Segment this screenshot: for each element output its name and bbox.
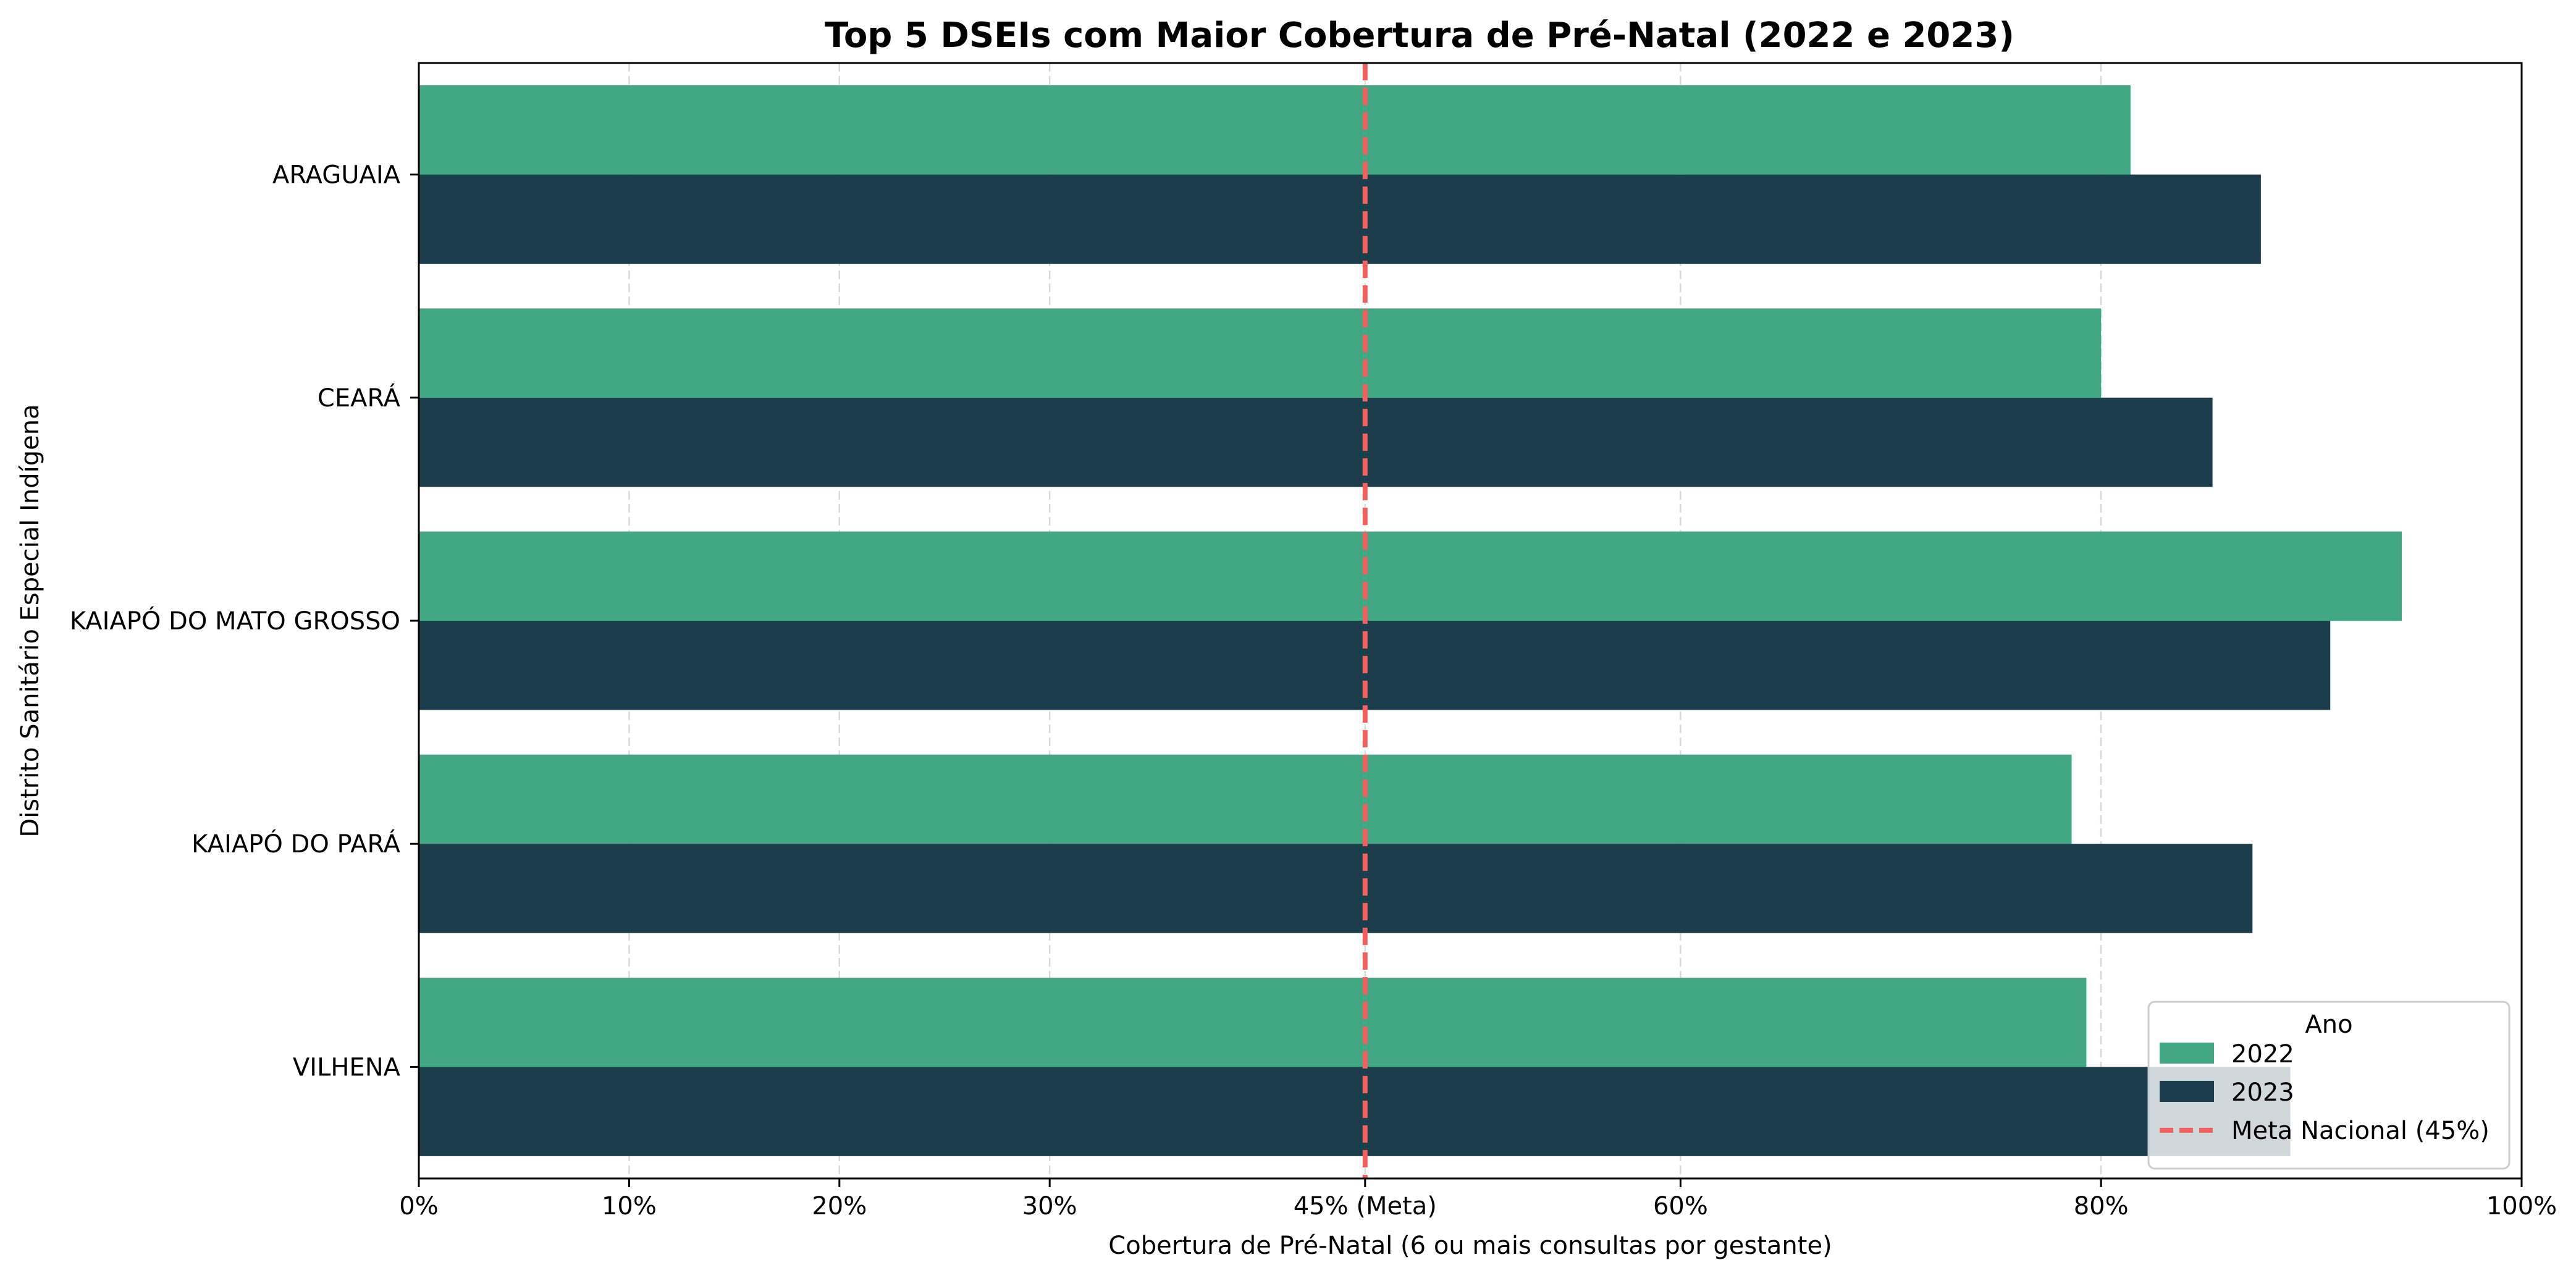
x-tick-label: 60%: [1653, 1192, 1708, 1220]
bar-2022-5: [419, 977, 2087, 1067]
legend-label-2023: 2023: [2231, 1078, 2294, 1107]
bar-2023-4: [419, 844, 2253, 933]
bar-2022-3: [419, 531, 2402, 621]
x-tick-label: 30%: [1022, 1192, 1077, 1220]
x-tick-label: 80%: [2074, 1192, 2129, 1220]
bar-2023-2: [419, 397, 2213, 487]
chart-title: Top 5 DSEIs com Maior Cobertura de Pré-N…: [825, 15, 2014, 56]
bar-2022-4: [419, 754, 2072, 844]
legend-title: Ano: [2305, 1010, 2352, 1039]
x-tick-label: 10%: [602, 1192, 657, 1220]
y-tick-label: VILHENA: [293, 1053, 401, 1082]
legend-swatch-2022: [2160, 1043, 2214, 1064]
y-tick-label: KAIAPÓ DO MATO GROSSO: [70, 606, 400, 636]
legend-box: [2147, 1001, 2511, 1170]
x-tick-label: 100%: [2486, 1192, 2557, 1220]
x-tick-label: 20%: [812, 1192, 867, 1220]
legend-swatch-2023: [2160, 1081, 2214, 1102]
x-tick-label: 45% (Meta): [1294, 1192, 1437, 1220]
x-axis-label: Cobertura de Pré-Natal (6 ou mais consul…: [1108, 1232, 1832, 1260]
y-tick-label: CEARÁ: [318, 383, 401, 413]
y-tick-label: KAIAPÓ DO PARÁ: [192, 829, 400, 859]
legend-label-2022: 2022: [2231, 1040, 2294, 1069]
bar-2022-1: [419, 85, 2131, 175]
bar-2023-5: [419, 1067, 2291, 1156]
y-tick-label: ARAGUAIA: [272, 161, 401, 190]
y-axis-label: Distrito Sanitário Especial Indígena: [16, 404, 44, 837]
legend-label-meta: Meta Nacional (45%): [2231, 1117, 2490, 1145]
plot-frame: [418, 62, 2523, 1180]
bar-2023-1: [419, 174, 2261, 264]
x-tick-label: 0%: [399, 1192, 438, 1220]
bar-2022-2: [419, 308, 2102, 398]
bar-2023-3: [419, 621, 2331, 710]
